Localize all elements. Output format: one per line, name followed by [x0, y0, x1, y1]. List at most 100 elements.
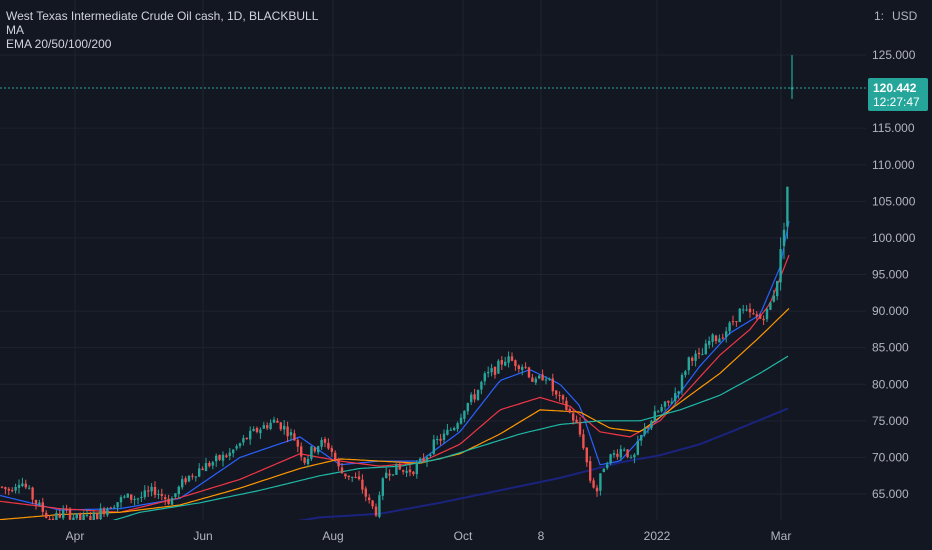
candle	[357, 470, 361, 481]
candle	[116, 502, 119, 512]
candle	[653, 405, 656, 421]
candle	[126, 493, 129, 499]
candle	[524, 362, 527, 369]
candle-body	[198, 468, 201, 477]
candle	[609, 453, 612, 466]
candle	[667, 400, 670, 407]
candle-body	[51, 518, 55, 520]
candle-body	[432, 439, 435, 454]
candle-body	[208, 462, 211, 467]
candle	[344, 473, 347, 479]
candle-body	[694, 353, 697, 361]
candle	[568, 407, 571, 414]
candle-body	[714, 335, 718, 342]
candle	[425, 455, 429, 467]
time-axis[interactable]: Apr Jun Aug Oct 8 2022 Mar	[66, 529, 792, 543]
candle	[249, 426, 252, 445]
candle-body	[82, 514, 85, 521]
candle	[429, 452, 432, 458]
candle	[531, 374, 534, 382]
candle	[453, 426, 456, 432]
candle-body	[157, 493, 160, 495]
candle	[221, 451, 225, 467]
candle	[748, 303, 752, 318]
price-tick-label: 105.000	[872, 194, 916, 208]
candle-body	[701, 354, 704, 356]
candle	[157, 489, 160, 500]
candle	[405, 466, 408, 478]
candle	[684, 369, 687, 378]
candle	[602, 468, 605, 473]
candle	[415, 460, 418, 479]
candle-body	[548, 378, 551, 380]
candle-body	[334, 452, 337, 460]
candle-body	[368, 497, 371, 501]
candle	[4, 486, 7, 495]
candle-body	[242, 438, 245, 443]
candle	[388, 469, 391, 481]
candle	[347, 475, 350, 481]
candle	[31, 486, 34, 505]
candle	[235, 444, 238, 451]
candle-body	[381, 478, 384, 496]
time-tick-label: Apr	[66, 529, 85, 543]
candle	[599, 473, 602, 496]
candle	[317, 445, 320, 455]
candle-body	[738, 308, 741, 322]
candle	[99, 503, 102, 520]
candle-body	[357, 476, 361, 480]
candle-body	[463, 410, 466, 419]
candle	[476, 389, 480, 401]
currency-label[interactable]: USD	[892, 9, 918, 23]
candle	[143, 485, 146, 500]
candle	[269, 419, 272, 431]
candle	[408, 464, 412, 477]
candle-body	[470, 394, 473, 403]
candle	[296, 438, 299, 453]
candle-body	[500, 360, 503, 365]
candle	[786, 186, 789, 240]
time-axis-background[interactable]	[0, 520, 866, 550]
candle-body	[306, 458, 310, 465]
candle-body	[541, 374, 544, 381]
candle	[493, 366, 497, 379]
price-axis[interactable]: 65.000 70.000 75.000 80.000 85.000 90.000 95.0…	[872, 48, 916, 501]
indicator-ma-label[interactable]: MA	[6, 23, 24, 37]
candle-body	[293, 433, 296, 441]
candle	[11, 487, 14, 493]
candle	[517, 364, 520, 373]
candle-body	[191, 475, 194, 477]
price-axis-top-truncated-label: 1:	[874, 9, 884, 23]
candle	[742, 304, 745, 314]
price-tick-label: 100.000	[872, 231, 916, 245]
candle-body	[555, 390, 558, 395]
candle	[663, 401, 667, 411]
candle-body	[786, 186, 789, 227]
candle-body	[609, 454, 612, 464]
candle-body	[133, 498, 136, 500]
candle	[487, 366, 490, 378]
candle-body	[320, 440, 323, 447]
candle-body	[626, 449, 629, 458]
candle	[466, 402, 469, 415]
candle-body	[143, 490, 146, 498]
candle-body	[565, 400, 568, 410]
symbol-title[interactable]: West Texas Intermediate Crude Oil cash, …	[6, 9, 319, 23]
candle-body	[711, 334, 714, 342]
candle-body	[106, 508, 109, 516]
candle-body	[456, 423, 459, 429]
candle	[616, 449, 619, 460]
indicator-ema-label[interactable]: EMA 20/50/100/200	[6, 37, 112, 51]
price-tick-label: 65.000	[872, 487, 909, 501]
candle	[289, 428, 293, 441]
candle	[0, 486, 4, 489]
candle	[483, 371, 486, 386]
candle	[521, 364, 524, 376]
candle	[283, 420, 286, 435]
candle	[218, 454, 221, 462]
candle-body	[680, 374, 684, 391]
candle-body	[412, 471, 415, 475]
candle-body	[752, 313, 755, 315]
candle	[507, 351, 510, 368]
